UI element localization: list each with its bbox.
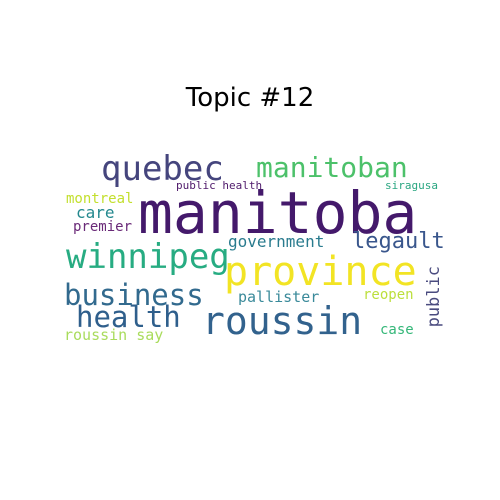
word-public: public	[424, 266, 444, 328]
word-public-health: public health	[176, 179, 263, 192]
word-manitoban: manitoban	[256, 151, 408, 184]
word-roussin-say: roussin say	[64, 326, 164, 344]
word-reopen: reopen	[363, 287, 414, 303]
word-government: government	[228, 232, 325, 251]
word-care: care	[76, 203, 115, 222]
word-siragusa: siragusa	[385, 179, 438, 192]
word-montreal: montreal	[66, 191, 134, 207]
page-title: Topic #12	[185, 83, 315, 113]
word-winnipeg: winnipeg	[66, 237, 230, 277]
word-province: province	[224, 249, 417, 295]
word-pallister: pallister	[238, 288, 320, 306]
word-business: business	[64, 278, 204, 312]
word-manitoba: manitoba	[138, 179, 418, 247]
word-legault: legault	[352, 229, 445, 254]
word-quebec: quebec	[101, 149, 224, 189]
word-premier: premier	[73, 219, 133, 235]
word-roussin: roussin	[202, 299, 363, 343]
word-case: case	[380, 322, 414, 338]
word-health: health	[76, 300, 181, 334]
